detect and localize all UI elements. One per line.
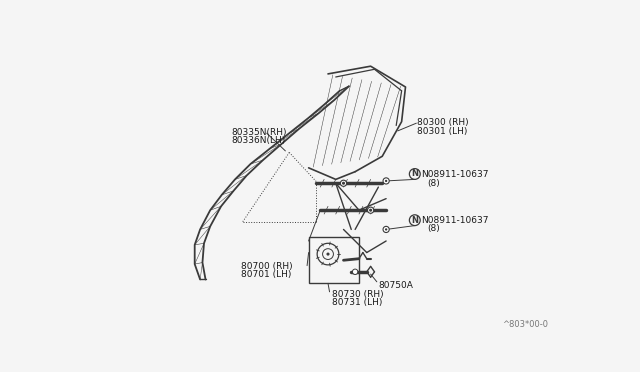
- Circle shape: [353, 269, 358, 275]
- Text: 80701 (LH): 80701 (LH): [241, 270, 292, 279]
- Text: 80730 (RH): 80730 (RH): [332, 289, 383, 298]
- Text: N08911-10637: N08911-10637: [421, 170, 488, 179]
- Text: 80300 (RH): 80300 (RH): [417, 118, 468, 127]
- Text: N08911-10637: N08911-10637: [421, 216, 488, 225]
- Circle shape: [342, 182, 345, 185]
- Text: 80750A: 80750A: [378, 281, 413, 290]
- Circle shape: [385, 180, 387, 182]
- Circle shape: [383, 178, 389, 184]
- Text: 80731 (LH): 80731 (LH): [332, 298, 382, 307]
- Circle shape: [383, 226, 389, 232]
- Text: 80700 (RH): 80700 (RH): [241, 262, 293, 271]
- Text: 80336N(LH): 80336N(LH): [231, 136, 285, 145]
- Text: N: N: [412, 216, 419, 225]
- Circle shape: [340, 180, 347, 186]
- Text: N: N: [412, 170, 419, 179]
- Text: 80335N(RH): 80335N(RH): [231, 128, 287, 137]
- Text: ^803*00-0: ^803*00-0: [502, 320, 548, 329]
- Circle shape: [369, 209, 372, 212]
- Circle shape: [367, 207, 374, 213]
- Text: 80301 (LH): 80301 (LH): [417, 127, 467, 136]
- Circle shape: [385, 228, 387, 231]
- Circle shape: [326, 253, 330, 256]
- Text: (8): (8): [428, 179, 440, 187]
- Text: (8): (8): [428, 224, 440, 233]
